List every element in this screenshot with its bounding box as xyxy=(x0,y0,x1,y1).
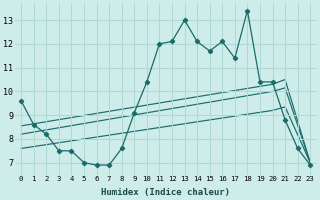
X-axis label: Humidex (Indice chaleur): Humidex (Indice chaleur) xyxy=(101,188,230,197)
